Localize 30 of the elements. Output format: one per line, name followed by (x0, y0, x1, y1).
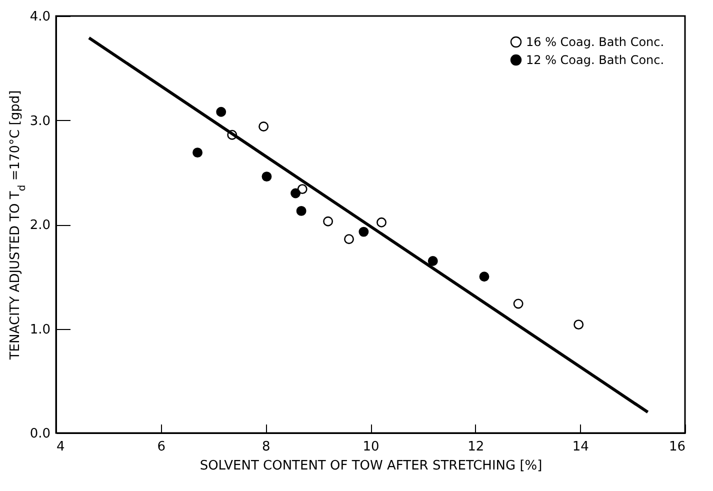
x-tick-label: 14 (572, 440, 589, 454)
point (358, 226, 369, 237)
x-tick-label: 12 (468, 440, 484, 454)
x-tick-label: 16 (668, 440, 686, 454)
y-tick-label: 3.0 (30, 114, 50, 129)
point (262, 172, 272, 182)
legend-label: 12 % Coag. Bath Conc. (526, 53, 664, 67)
x-tick-label: 6 (157, 440, 166, 454)
point (428, 256, 438, 266)
point (216, 106, 226, 117)
point (513, 298, 524, 309)
point (376, 217, 386, 228)
point (323, 216, 334, 226)
y-tick-label: 2.0 (30, 218, 50, 233)
point (344, 234, 354, 244)
point (290, 188, 301, 198)
point (479, 272, 490, 282)
x-axis-title: SOLVENT CONTENT OF TOW AFTER STRETCHING [%] (200, 458, 542, 474)
x-tick-label: 4 (56, 440, 65, 454)
point (258, 122, 269, 132)
y-tick-label: 1.0 (30, 322, 50, 338)
y-tick-label: 0.0 (30, 426, 50, 442)
point (192, 148, 203, 158)
legend-label: 16 % Coag. Bath Conc. (526, 35, 664, 49)
point (297, 184, 308, 194)
x-tick-label: 8 (262, 440, 270, 454)
point (574, 320, 584, 330)
point (296, 206, 306, 216)
y-tick-label: 4.0 (30, 10, 50, 24)
x-tick-label: 10 (362, 440, 380, 454)
